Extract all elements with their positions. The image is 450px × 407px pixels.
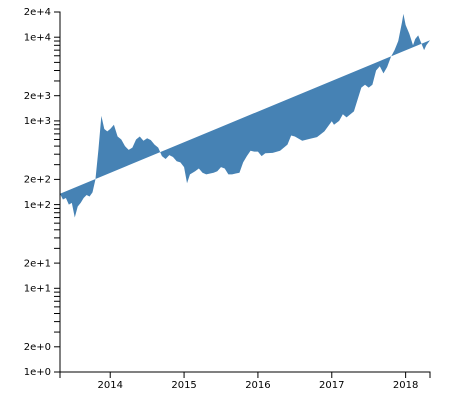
x-tick-label: 2017 [319, 380, 344, 391]
x-tick-label: 2016 [245, 380, 270, 391]
y-tick-label: 1e+1 [24, 283, 51, 294]
x-axis-line [59, 371, 431, 378]
y-tick-label: 2e+3 [24, 91, 51, 102]
y-tick-label: 2e+0 [24, 342, 51, 353]
y-tick-label: 2e+2 [24, 175, 51, 186]
y-tick-label: 2e+4 [24, 7, 51, 18]
y-tick-label: 2e+1 [24, 258, 51, 269]
y-tick-label: 1e+4 [24, 32, 51, 43]
x-tick-label: 2018 [393, 380, 418, 391]
y-tick-label: 1e+2 [24, 200, 51, 211]
price-area [60, 13, 430, 218]
y-tick-label: 1e+0 [24, 367, 51, 378]
x-tick-label: 2014 [97, 380, 122, 391]
x-tick-label: 2015 [171, 380, 196, 391]
y-axis-line [54, 11, 61, 373]
y-tick-label: 1e+3 [24, 116, 51, 127]
